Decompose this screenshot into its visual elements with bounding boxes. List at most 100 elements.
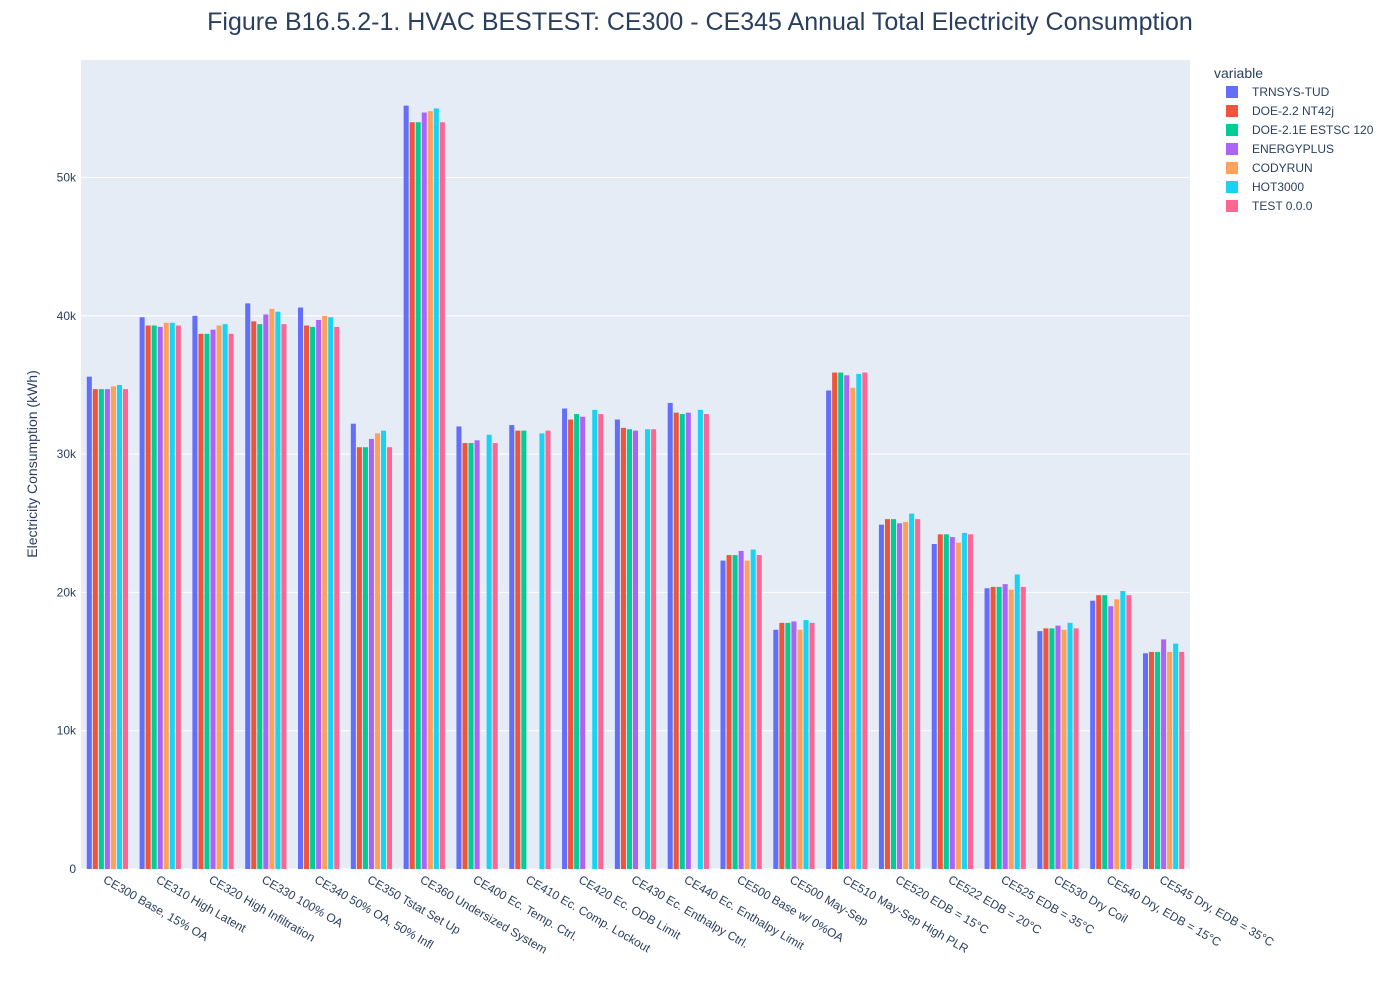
bar <box>368 438 374 869</box>
legend-swatch <box>1226 162 1238 174</box>
bar <box>322 315 328 869</box>
bar <box>903 521 909 869</box>
bar <box>387 447 393 869</box>
bar <box>1061 629 1067 869</box>
bar <box>1114 599 1120 869</box>
bar <box>1096 595 1102 869</box>
bar <box>803 620 809 869</box>
bar <box>421 112 427 870</box>
bar <box>362 447 368 869</box>
legend-swatch <box>1226 181 1238 193</box>
y-tick-label: 0 <box>69 862 76 876</box>
bar <box>515 430 521 869</box>
bar <box>403 105 409 870</box>
legend[interactable]: variable TRNSYS-TUD DOE-2.2 NT42j DOE-2.1E… <box>1214 65 1374 213</box>
bar <box>257 324 263 870</box>
bar <box>462 443 468 869</box>
bar <box>955 542 961 869</box>
x-tick-label: CE522 EDB = 20°C <box>946 872 1044 937</box>
bar <box>427 111 433 869</box>
bar <box>562 408 568 869</box>
bar <box>961 532 967 869</box>
y-axis-ticks: 0 10k 20k 30k 40k 50k <box>57 171 77 876</box>
bar <box>967 534 973 869</box>
bar <box>614 419 620 869</box>
legend-item[interactable]: DOE-2.1E ESTSC 120 <box>1226 123 1374 137</box>
bar <box>732 555 738 869</box>
bar <box>931 544 937 869</box>
bar <box>720 560 726 869</box>
legend-item[interactable]: ENERGYPLUS <box>1226 142 1334 156</box>
bar <box>685 412 691 869</box>
bar <box>850 387 856 869</box>
bar <box>679 414 685 869</box>
legend-label: HOT3000 <box>1252 180 1304 194</box>
bar <box>626 429 632 869</box>
bar <box>990 586 996 869</box>
bar <box>151 325 157 869</box>
bar <box>1073 628 1079 869</box>
bar <box>350 423 356 869</box>
bar <box>492 443 498 869</box>
chart-title: Figure B16.5.2-1. HVAC BESTEST: CE300 - … <box>207 8 1193 36</box>
bar <box>838 372 844 869</box>
bar <box>1002 584 1008 869</box>
bar <box>216 325 222 869</box>
bar <box>1090 600 1096 869</box>
bar <box>744 560 750 869</box>
bar <box>468 443 474 869</box>
bar <box>415 122 421 869</box>
bar <box>222 324 228 870</box>
bar <box>334 326 340 869</box>
bar <box>785 622 791 869</box>
bar <box>1008 589 1014 869</box>
bar <box>856 373 862 869</box>
bar <box>328 317 334 869</box>
bar <box>897 523 903 869</box>
bar <box>251 321 257 869</box>
bar <box>1126 595 1132 869</box>
bar <box>1067 622 1073 869</box>
legend-label: TEST 0.0.0 <box>1252 199 1313 213</box>
bar <box>374 433 381 869</box>
y-tick-label: 30k <box>57 447 77 461</box>
bar <box>909 513 915 869</box>
legend-item[interactable]: DOE-2.2 NT42j <box>1226 104 1334 118</box>
bar <box>673 412 679 869</box>
legend-label: ENERGYPLUS <box>1252 142 1334 156</box>
bar <box>1108 606 1114 869</box>
bar <box>568 419 574 869</box>
bar <box>104 389 110 869</box>
bar <box>667 402 673 869</box>
legend-item[interactable]: CODYRUN <box>1226 161 1313 175</box>
bar <box>157 326 163 869</box>
legend-item[interactable]: TEST 0.0.0 <box>1226 199 1313 213</box>
bar <box>697 409 703 869</box>
bar <box>878 524 884 869</box>
y-axis-title: Electricity Consumption (kWh) <box>24 370 40 558</box>
bar <box>791 621 797 869</box>
bar <box>486 434 492 869</box>
bar <box>310 326 316 869</box>
bar <box>1014 574 1020 869</box>
bar <box>651 429 657 869</box>
legend-item[interactable]: HOT3000 <box>1226 180 1304 194</box>
bar <box>832 372 838 869</box>
bar <box>316 319 322 869</box>
bar <box>779 622 785 869</box>
bar <box>281 324 287 870</box>
y-tick-label: 10k <box>57 724 77 738</box>
bar <box>228 333 234 869</box>
bar <box>1120 591 1126 869</box>
legend-item[interactable]: TRNSYS-TUD <box>1226 85 1330 99</box>
bar <box>1020 586 1026 869</box>
bar <box>356 447 362 869</box>
bar <box>175 325 181 869</box>
bar <box>92 389 98 869</box>
bar <box>773 629 779 869</box>
bar <box>304 325 310 869</box>
bar <box>592 409 598 869</box>
bar <box>826 390 832 869</box>
